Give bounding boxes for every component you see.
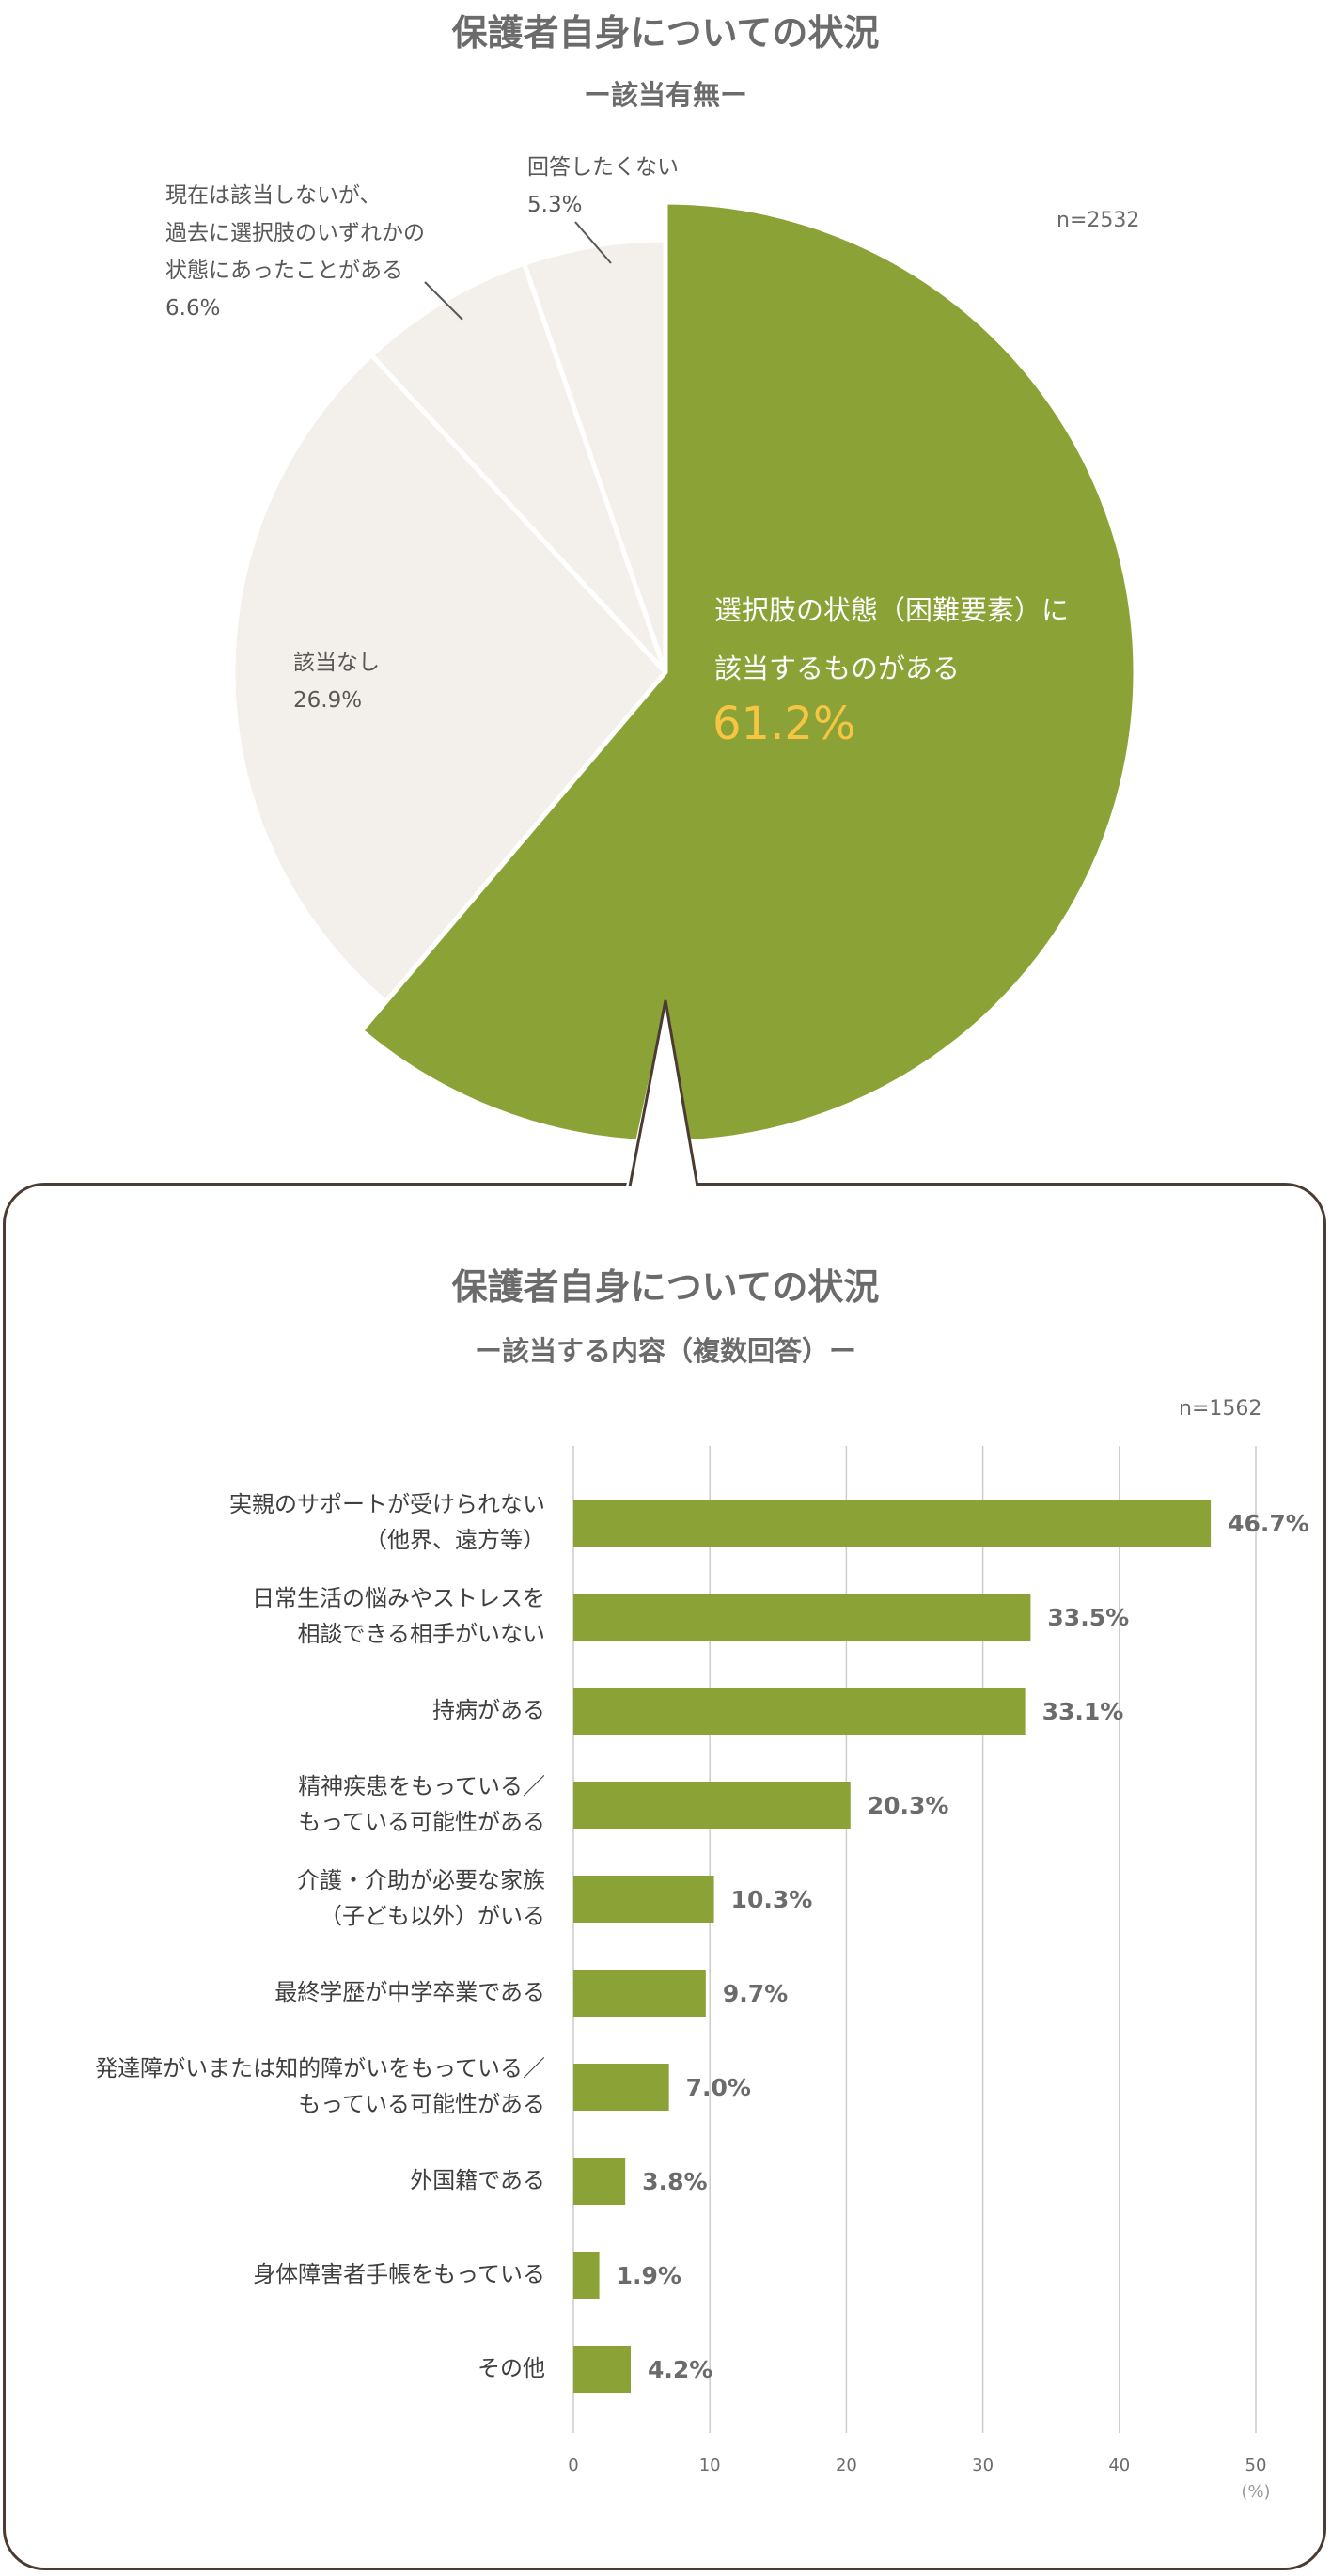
bar-category-label-line: 持病がある	[432, 1697, 545, 1723]
bar-category-label: 最終学歴が中学卒業である	[19, 1974, 545, 2010]
bar-value-label: 7.0%	[686, 2074, 751, 2101]
bar-value-label: 3.8%	[642, 2168, 707, 2195]
pie-label-past-line3: 状態にあったことがある	[165, 259, 403, 283]
callout-pointer	[626, 999, 699, 1187]
bar-category-label: 日常生活の悩みやストレスを相談できる相手がいない	[19, 1580, 545, 1652]
bar-category-label-line: 精神疾患をもっている／	[298, 1773, 545, 1799]
bar-value-label: 10.3%	[731, 1886, 813, 1913]
bar-category-label: 持病がある	[19, 1692, 545, 1728]
bar-category-label-line: 介護・介助が必要な家族	[297, 1867, 545, 1893]
x-axis-unit: (%)	[1241, 2482, 1270, 2502]
bar-category-label-line: 日常生活の悩みやストレスを	[252, 1585, 545, 1611]
bar-category-label-line: 実親のサポートが受けられない	[229, 1491, 545, 1517]
pie-slice-none	[230, 353, 668, 1005]
pie-label-no-answer: 回答したくない 5.3%	[527, 149, 679, 224]
bar-sample-size: n=1562	[1179, 1397, 1262, 1421]
x-tick-label: 0	[568, 2456, 578, 2475]
pie-label-applicable: 選択肢の状態（困難要素）に 該当するものがある	[714, 581, 1069, 698]
x-tick-label: 40	[1108, 2456, 1130, 2475]
pie-leader-past	[424, 281, 463, 321]
bar-category-label: 外国籍である	[19, 2162, 545, 2198]
bar-chart-subtitle: ー該当する内容（複数回答）ー	[474, 1335, 856, 1367]
pie-label-past: 現在は該当しないが、 過去に選択肢のいずれかの 状態にあったことがある 6.6%	[165, 177, 425, 327]
x-tick-label: 50	[1245, 2456, 1267, 2475]
bar-category-label-line: 外国籍である	[410, 2167, 545, 2193]
pie-chart	[230, 199, 1138, 1145]
bar-value-label: 4.2%	[648, 2356, 712, 2383]
pie-value-no-answer: 5.3%	[527, 193, 583, 217]
bar	[573, 1782, 851, 1829]
bar	[573, 2252, 600, 2299]
pie-slice-no-answer	[522, 237, 668, 675]
bar-value-label: 33.1%	[1042, 1698, 1124, 1725]
bar-category-label-line: 最終学歴が中学卒業である	[274, 1979, 545, 2005]
bar-category-label-line: （子ども以外）がいる	[320, 1903, 545, 1929]
pie-value-past: 6.6%	[165, 296, 221, 321]
bar-value-label: 9.7%	[723, 1980, 788, 2007]
pie-sample-size: n=2532	[1057, 209, 1140, 232]
pie-label-applicable-line1: 選択肢の状態（困難要素）に	[714, 594, 1070, 626]
bar	[573, 1970, 706, 2017]
bar-category-label-line: その他	[478, 2355, 545, 2381]
bar-category-label: 介護・介助が必要な家族 （子ども以外）がいる	[19, 1862, 545, 1934]
bar-chart-title: 保護者自身についての状況	[451, 1266, 880, 1308]
bar-value-label: 33.5%	[1047, 1604, 1129, 1631]
pie-chart-title: 保護者自身についての状況	[451, 12, 880, 54]
bar-value-label: 20.3%	[868, 1792, 949, 1819]
bar-category-label-line: もっている可能性がある	[298, 1809, 545, 1835]
bar-value-label: 46.7%	[1228, 1510, 1309, 1537]
pie-value-none: 26.9%	[293, 688, 363, 713]
pie-value-applicable: 61.2%	[712, 698, 856, 750]
pie-label-none-text: 該当なし	[293, 651, 380, 675]
bar-category-label-line: もっている可能性がある	[298, 2091, 545, 2117]
bar	[573, 1594, 1031, 1641]
bar	[573, 2158, 626, 2205]
pie-label-past-line2: 過去に選択肢のいずれかの	[165, 221, 425, 245]
bar-category-label-line: 身体障害者手帳をもっている	[253, 2261, 545, 2287]
callout-fill	[626, 1000, 697, 1186]
x-tick-label: 30	[972, 2456, 994, 2475]
bar	[573, 2064, 669, 2111]
bar	[573, 1688, 1026, 1735]
bar-category-label: 実親のサポートが受けられない （他界、遠方等）	[19, 1486, 545, 1558]
bar-category-label-line: 相談できる相手がいない	[297, 1621, 545, 1647]
bar	[573, 2346, 631, 2393]
bar-category-label-line: （他界、遠方等）	[365, 1527, 545, 1553]
x-tick-label: 20	[836, 2456, 857, 2475]
bar-category-label: その他	[19, 2350, 545, 2386]
pie-chart-subtitle: ー該当有無ー	[583, 79, 747, 111]
bar-category-label-line: 発達障がいまたは知的障がいをもっている／	[95, 2055, 545, 2081]
bar-category-label: 身体障害者手帳をもっている	[19, 2256, 545, 2292]
bar	[573, 1876, 714, 1923]
x-tick-label: 10	[699, 2456, 721, 2475]
bar-category-label: 発達障がいまたは知的障がいをもっている／ もっている可能性がある	[19, 2050, 545, 2122]
pie-label-none: 該当なし 26.9%	[293, 644, 380, 719]
pie-label-applicable-line2: 該当するものがある	[714, 652, 961, 684]
pie-label-past-line1: 現在は該当しないが、	[165, 183, 382, 208]
callout-edge	[628, 999, 699, 1187]
bar	[573, 1500, 1212, 1547]
pie-leader-no-answer	[574, 221, 612, 264]
bar-value-label: 1.9%	[617, 2262, 681, 2289]
bar-category-label: 精神疾患をもっている／ もっている可能性がある	[19, 1768, 545, 1840]
pie-label-no-answer-text: 回答したくない	[527, 155, 679, 180]
pie-slice-applicable	[358, 199, 1138, 1145]
